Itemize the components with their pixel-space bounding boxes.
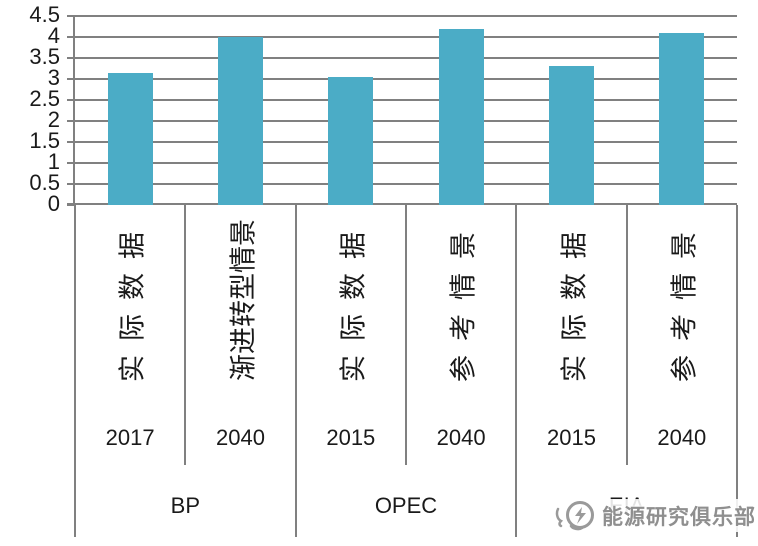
column-separator <box>184 205 187 465</box>
x-axis-year-label: 2040 <box>216 425 265 450</box>
y-axis-tick <box>67 36 75 38</box>
y-axis-tick-label: 2.5 <box>29 85 60 111</box>
y-axis-tick-label: 3 <box>47 64 60 90</box>
gridline <box>75 36 737 38</box>
bar <box>438 28 484 205</box>
x-axis-year-label: 2017 <box>105 425 155 450</box>
x-axis-year-label: 2040 <box>436 425 486 450</box>
x-axis-scenario-label: 实际数据 <box>338 218 369 382</box>
column-separator <box>625 205 628 465</box>
x-axis-scenario-label: 参考情景 <box>448 218 479 382</box>
gridline <box>75 120 737 122</box>
group-separator <box>515 205 518 537</box>
bar <box>328 76 374 205</box>
y-axis-tick <box>67 120 75 122</box>
bar <box>218 37 263 205</box>
y-axis-tick-label: 2 <box>47 106 60 132</box>
bar <box>107 72 153 205</box>
y-axis-tick-label: 1.5 <box>29 127 60 153</box>
bar <box>659 32 705 205</box>
y-axis-tick-label: 4 <box>47 22 60 48</box>
x-axis-year-label: 2040 <box>657 425 707 450</box>
x-axis-year-label: 2015 <box>547 425 596 450</box>
y-axis-tick <box>67 162 75 164</box>
bar <box>549 66 594 205</box>
group-separator <box>736 205 738 537</box>
watermark: 能源研究俱乐部 <box>552 499 758 532</box>
y-axis-tick-label: 0 <box>47 190 60 216</box>
x-axis-scenario-label: 参考情景 <box>669 218 700 382</box>
x-axis-group-label: OPEC <box>374 493 438 518</box>
gridline <box>75 99 737 101</box>
y-axis-tick-label: 1 <box>47 148 60 174</box>
y-axis-tick <box>67 99 75 101</box>
x-axis-scenario-label: 渐进转型情景 <box>228 219 258 381</box>
x-axis-group-label: BP <box>170 493 201 518</box>
gridline <box>75 57 737 59</box>
group-separator <box>294 205 297 537</box>
y-axis-tick <box>67 204 75 206</box>
x-axis-scenario-label: 实际数据 <box>559 218 589 382</box>
x-axis-scenario-label: 实际数据 <box>117 218 148 382</box>
y-axis-tick-label: 4.5 <box>29 1 60 27</box>
group-separator <box>74 205 76 537</box>
gridline <box>75 183 737 185</box>
y-axis-tick <box>67 141 75 143</box>
y-axis-line <box>73 16 75 205</box>
gridline <box>75 78 737 80</box>
column-separator <box>405 205 407 465</box>
energy-club-logo-icon <box>555 501 594 531</box>
gridline <box>75 15 737 17</box>
x-axis-line <box>67 203 737 205</box>
y-axis-tick-label: 3.5 <box>29 43 60 69</box>
y-axis-tick-label: 0.5 <box>29 169 60 195</box>
y-axis-tick <box>67 78 75 80</box>
y-axis-tick <box>67 57 75 59</box>
watermark-text: 能源研究俱乐部 <box>602 505 756 529</box>
y-axis-tick <box>67 15 75 17</box>
gridline <box>75 141 737 143</box>
gridline <box>75 162 737 164</box>
y-axis-tick <box>67 183 75 185</box>
x-axis-year-label: 2015 <box>326 425 376 450</box>
